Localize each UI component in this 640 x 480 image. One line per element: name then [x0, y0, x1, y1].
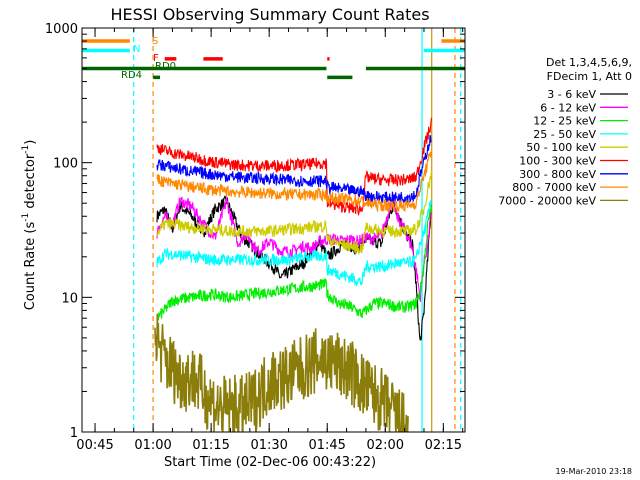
chart-title: HESSI Observing Summary Count Rates	[110, 5, 429, 24]
status-label-rd4: RD4	[121, 70, 142, 81]
x-tick-label: 00:45	[76, 438, 113, 453]
y-label-end: )	[23, 140, 38, 145]
legend-label: 100 - 300 keV	[519, 155, 596, 168]
status-label-n: N	[133, 44, 140, 55]
footer-date: 19-Mar-2010 23:18	[556, 467, 633, 476]
legend-label: 3 - 6 keV	[547, 88, 596, 101]
x-tick-label: 02:15	[425, 438, 462, 453]
legend-header-line2: FDecim 1, Att 0	[547, 70, 632, 83]
series-line-8	[154, 313, 409, 432]
legend-label: 12 - 25 keV	[533, 115, 596, 128]
y-tick-label: 100	[53, 157, 78, 172]
series-line-2	[156, 203, 432, 321]
legend-header-line1: Det 1,3,4,5,6,9,	[546, 56, 632, 69]
legend-label: 50 - 100 keV	[526, 141, 596, 154]
y-tick-label: 1	[70, 426, 78, 441]
x-tick-label: 01:30	[250, 438, 287, 453]
legend-label: 6 - 12 keV	[540, 101, 596, 114]
x-tick-label: 01:15	[192, 438, 229, 453]
legend-label: 300 - 800 keV	[519, 168, 596, 181]
x-tick-label: 02:00	[367, 438, 404, 453]
x-tick-label: 01:00	[134, 438, 171, 453]
plot-frame	[81, 27, 466, 433]
legend-label: 800 - 7000 keV	[512, 181, 596, 194]
y-tick-label: 1000	[45, 22, 78, 37]
status-label-s: S	[152, 36, 158, 47]
y-label-mid: detector	[23, 153, 38, 213]
status-label-rd0: RD0	[155, 61, 176, 72]
plot-area: 1 10 100 1000 00:45 01:00 01:15 01:30 01:45 02:00…	[45, 22, 466, 453]
series-line-4	[156, 170, 432, 255]
series-line-7	[156, 151, 432, 213]
legend-label: 25 - 50 keV	[533, 128, 596, 141]
y-label-main: Count Rate (s	[23, 222, 38, 311]
y-axis-label: Count Rate (s-1 detector-1)	[21, 140, 38, 311]
plot-inner	[82, 28, 465, 432]
series-line-6	[156, 134, 432, 204]
y-label-sup2: -1	[21, 145, 31, 154]
x-tick-label: 01:45	[308, 438, 345, 453]
series-line-3	[156, 199, 432, 288]
status-label-f: F	[153, 53, 159, 64]
legend-label: 7000 - 20000 keV	[498, 194, 596, 207]
y-tick-label: 10	[61, 291, 78, 306]
y-label-sup1: -1	[21, 213, 31, 222]
x-axis-label: Start Time (02-Dec-06 00:43:22)	[164, 455, 376, 470]
series-line-5	[156, 117, 432, 217]
